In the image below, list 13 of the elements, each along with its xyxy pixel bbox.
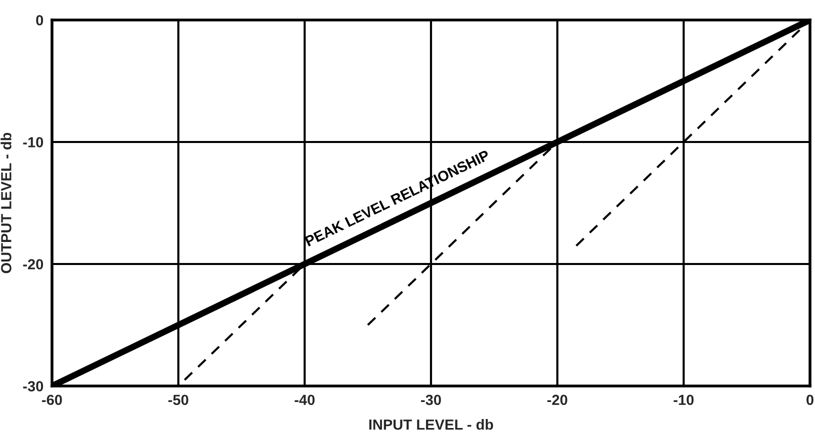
x-tick-label: -50	[168, 394, 188, 406]
x-tick-label: -30	[421, 394, 441, 406]
x-tick-label: -10	[674, 394, 694, 406]
y-axis-title: OUTPUT LEVEL - db	[0, 132, 12, 274]
x-tick-label: 0	[806, 394, 814, 406]
y-tick-label: -10	[23, 137, 44, 148]
x-axis-title: INPUT LEVEL - db	[369, 419, 494, 430]
x-tick-label: -60	[42, 394, 62, 406]
y-tick-label: 0	[36, 15, 44, 26]
x-tick-label: -40	[294, 394, 315, 406]
y-tick-label: -30	[23, 381, 44, 392]
y-tick-label: -20	[23, 259, 44, 270]
x-tick-label: -20	[547, 394, 568, 406]
